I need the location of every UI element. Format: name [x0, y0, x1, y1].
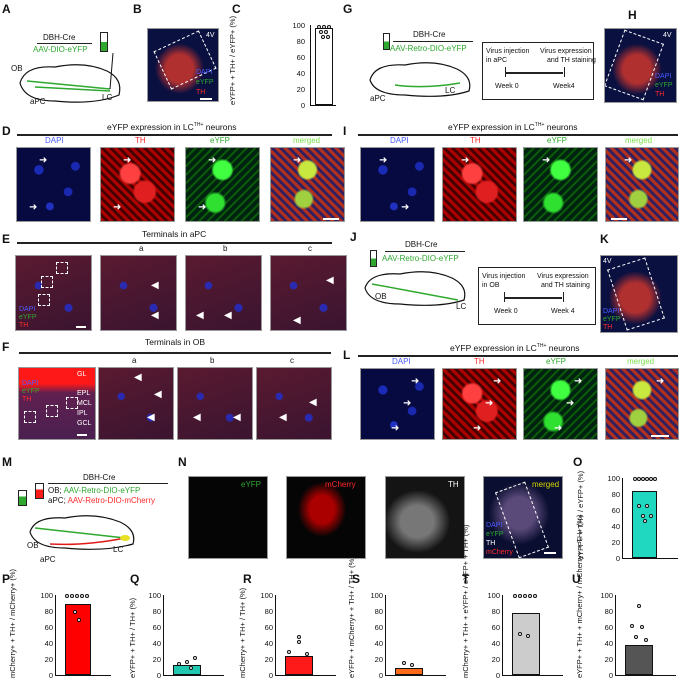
panel-label-j: J [350, 230, 357, 244]
image-n-merged: merged DAPI eYFP TH mCherry [483, 476, 563, 559]
brain-sagittal-icon [19, 53, 121, 103]
label-4v: 4V [206, 32, 215, 39]
schematic-j: DBH-Cre AAV-Retro-DIO-eYFP OB LC [360, 238, 500, 318]
panel-label-p: P [2, 572, 11, 586]
panel-label-h: H [628, 8, 637, 22]
y-axis-label: eYFP+ + TH+ / eYFP+ (%) [228, 15, 237, 105]
image-h-lc-overview: 4V DAPI eYFP TH [604, 28, 677, 103]
syringe-icon [370, 250, 377, 267]
syringe-eyfp-icon [18, 490, 27, 506]
chart-c: eYFP+ + TH+ / eYFP+ (%) 100 80 60 40 20 … [225, 16, 336, 110]
chart-q: eYFP+ + TH+ / TH+ (%) 100 80 60 40 20 0 [125, 590, 235, 685]
syringe-icon [383, 33, 390, 50]
panel-label-m: M [2, 455, 12, 469]
panel-label-i: I [343, 124, 347, 138]
image-f-overview: GL DAPI eYFP TH EPL MCL IPL GCL [18, 367, 96, 440]
panel-label-t: T [462, 572, 470, 586]
image-f-c: ◀ ◀ [256, 367, 332, 440]
image-e-overview: DAPI eYFP TH [15, 255, 92, 331]
image-e-a: ◀ ◀ [100, 255, 177, 331]
image-n-eyfp: eYFP [188, 476, 268, 559]
chart-o: eYFP+ + TH+ / eYFP+ (%) 100 80 60 40 20 … [575, 470, 680, 562]
panel-label-u: U [572, 572, 581, 586]
bar-p [65, 604, 91, 675]
image-f-b: ◀ ◀ [177, 367, 253, 440]
syringe-mcherry-icon [35, 483, 44, 499]
panel-label-q: Q [130, 572, 140, 586]
image-n-mcherry: mCherry [286, 476, 366, 559]
chart-u: eYFP+ + TH+ + mCherry+ / mCherry+ + TH+ … [570, 514, 680, 685]
panel-label-r: R [243, 572, 252, 586]
brain-sagittal-icon [29, 515, 135, 550]
bar-u [625, 645, 653, 675]
panel-label-k: K [600, 232, 609, 246]
bar-q [173, 665, 201, 675]
panel-label-f: F [2, 340, 10, 354]
panel-label-o: O [573, 455, 583, 469]
image-l-th: ➜ ➜ ➜ [442, 368, 517, 440]
region-ob: OB [11, 64, 23, 73]
panel-label-g: G [343, 2, 353, 16]
mouse-line: DBH-Cre [43, 33, 76, 42]
image-b-lc-overview: 4V DAPI eYFP TH [147, 28, 219, 102]
image-l-eyfp: ➜ ➜ ➜ [523, 368, 598, 440]
panel-label-b: B [133, 2, 142, 16]
title-l: eYFP expression in LCTH+ neurons [450, 343, 580, 353]
image-f-a: ◀ ◀ ◀ [98, 367, 174, 440]
bar-r [285, 656, 313, 675]
panel-label-n: N [178, 455, 187, 469]
timeline-g: Virus injection in aPC Virus expression … [482, 42, 596, 100]
brain-sagittal-icon [369, 62, 471, 97]
image-i-eyfp: ➜ [523, 147, 598, 222]
image-i-merged: ➜ [605, 147, 679, 222]
image-k-lc-overview: 4V DAPI eYFP TH [600, 255, 678, 333]
region-apc: aPC [30, 97, 46, 106]
title-i: eYFP expression in LCTH+ neurons [448, 122, 578, 132]
chart-p: mCherry+ + TH+ / mCherry+ (%) 100 80 60 40 2… [5, 569, 115, 685]
panel-label-a: A [2, 2, 11, 16]
image-d-th: ➜ ➜ [100, 147, 175, 222]
region-lc: LC [102, 93, 113, 102]
virus-label: AAV-DIO-eYFP [33, 45, 88, 54]
bar-o [632, 491, 657, 558]
panel-label-l: L [343, 348, 351, 362]
panel-label-c: C [232, 2, 241, 16]
title-e: Terminals in aPC [142, 229, 207, 239]
schematic-g: DBH-Cre AAV-Retro-DIO-eYFP aPC LC [345, 25, 485, 105]
image-l-merged: ➜ [605, 368, 679, 440]
schematic-m: DBH-Cre OB; AAV-Retro-DIO-eYFP aPC; AAV-… [5, 470, 180, 565]
chart-r: mCherry+ + TH+ / TH+ (%) 100 80 60 40 20 0 [235, 588, 345, 685]
schematic-a: DBH-Cre AAV-DIO-eYFP OB aPC LC [5, 18, 125, 113]
image-i-dapi: ➜ ➜ [360, 147, 435, 222]
panel-label-d: D [2, 124, 11, 138]
panel-label-e: E [2, 232, 11, 246]
image-i-th: ➜ [442, 147, 517, 222]
image-l-dapi: ➜ ➜ ➜ [360, 368, 435, 440]
image-n-th: TH [385, 476, 465, 559]
panel-label-s: S [352, 572, 361, 586]
bar-t [512, 613, 540, 675]
syringe-icon [100, 32, 108, 52]
bar-s [395, 668, 423, 675]
image-d-dapi: ➜ ➜ [16, 147, 91, 222]
title-d: eYFP expression in LCTH+ neurons [107, 122, 237, 132]
image-e-c: ◀ ◀ [270, 255, 347, 331]
brain-sagittal-icon [364, 271, 466, 306]
title-f: Terminals in OB [145, 337, 205, 347]
bar-c [315, 28, 333, 105]
chart-t: mCherry+ + TH+ + eYFP+ / eYFP+ + TH+ (%)… [460, 524, 570, 685]
image-e-b: ◀ ◀ [185, 255, 262, 331]
image-d-eyfp: ➜ ➜ [185, 147, 260, 222]
image-d-merged: ➜ [270, 147, 345, 222]
timeline-j: Virus injection in OB Virus expression a… [478, 267, 596, 325]
chart-s: eYFP+ + mCherry+ + TH+ / TH+ (%) 100 80 60… [340, 556, 450, 685]
